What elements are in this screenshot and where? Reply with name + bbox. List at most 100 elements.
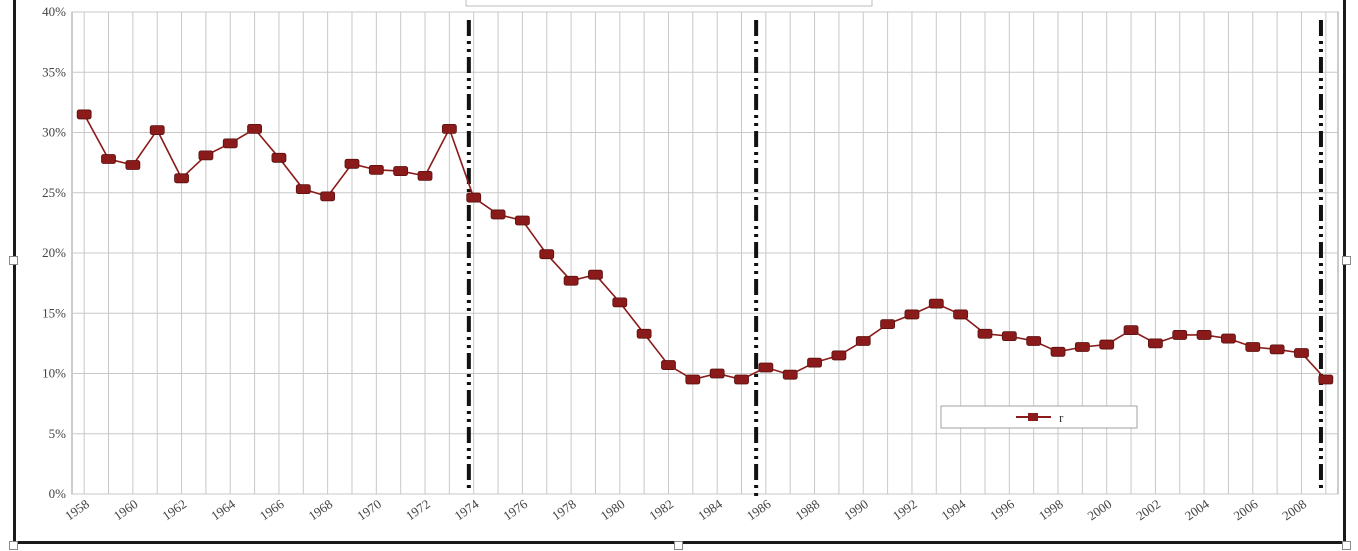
data-point [1123,325,1139,336]
data-point [588,269,603,280]
data-point [1001,331,1017,342]
y-tick-label: 5% [49,426,67,441]
data-point [539,249,555,260]
data-point [1269,344,1285,355]
title-box-remnant [465,0,873,7]
data-point [149,125,165,135]
data-point [977,328,993,339]
data-point [685,374,701,385]
x-tick-label: 1962 [159,496,189,523]
data-point [393,166,409,176]
resize-handle-bottom-left[interactable] [9,541,18,550]
chart-frame: 0% 5% 10% 15% 20% 25% 30% 35% 40% 1958 1960 1962 19… [13,0,1346,544]
data-point [880,319,895,329]
x-tick-label: 1970 [354,496,384,523]
data-point [441,123,457,134]
x-tick-label: 1996 [987,496,1017,523]
x-tick-label: 1972 [403,496,433,523]
y-tick-label: 30% [42,125,66,140]
x-tick-label: 1974 [452,496,482,523]
legend-label: r [1059,410,1064,425]
data-point [612,297,628,308]
data-point [928,298,944,309]
x-tick-labels: 1958 1960 1962 1964 1966 1968 1970 1972 1974 1976… [62,496,1309,523]
data-point [904,309,920,320]
data-point [1172,330,1188,340]
data-point [1099,339,1115,350]
data-point [1074,342,1090,352]
data-point [222,138,238,149]
x-tick-label: 2000 [1085,496,1115,523]
line-chart: 0%5%10%15%20%25%30%35%40% 1958 1960 1962 19… [42,0,1339,523]
data-point [344,158,360,169]
x-tick-label: 1960 [111,496,141,523]
data-point [1221,333,1236,344]
data-point [466,192,482,203]
x-tick-label: 1968 [305,496,335,523]
data-point [198,150,214,161]
resize-handle-left[interactable] [9,256,18,265]
data-point [271,152,287,163]
data-point [1148,338,1163,349]
resize-handle-bottom[interactable] [674,541,683,550]
x-tick-label: 1978 [549,496,579,523]
y-tick-label: 10% [42,366,66,381]
x-tick-label: 1966 [257,496,287,523]
y-tick-label: 35% [42,64,66,79]
data-point [490,209,506,220]
data-point [1026,336,1042,346]
y-tick-label: 0% [49,486,67,501]
x-tick-label: 1964 [208,496,238,523]
data-point [661,360,676,370]
legend: r [940,405,1138,429]
series-line [83,114,1327,381]
data-point [174,173,189,184]
resize-handle-bottom-right[interactable] [1342,541,1351,550]
data-point [636,328,652,339]
vertical-markers [466,20,1323,500]
x-tick-label: 2004 [1182,496,1212,523]
x-tick-label: 2008 [1279,496,1309,523]
x-tick-label: 1994 [938,496,968,523]
data-point [515,215,530,226]
x-tick-label: 1980 [598,496,628,523]
data-point [855,336,871,346]
legend-marker-swatch [1028,413,1038,421]
data-point [368,164,384,175]
x-tick-label: 1958 [62,496,92,523]
data-point [782,369,798,380]
y-tick-label: 25% [42,185,66,200]
data-point [807,357,822,368]
x-tick-label: 2006 [1231,496,1261,523]
y-tick-label: 15% [42,305,66,320]
data-point [295,184,311,195]
data-point [709,368,725,379]
data-point [1196,330,1212,340]
x-tick-label: 1988 [792,496,822,523]
data-point [417,170,433,181]
data-point [734,374,749,385]
y-tick-label: 40% [42,4,66,19]
y-tick-label: 20% [42,245,66,260]
data-point [563,275,579,286]
x-tick-label: 1990 [841,496,871,523]
x-tick-label: 1976 [500,496,530,523]
x-tick-label: 2002 [1133,496,1163,523]
data-point [953,309,969,320]
data-point [101,154,116,164]
x-tick-label: 1982 [646,496,676,523]
series-r [76,109,1334,385]
data-point [758,362,774,373]
data-point [1050,346,1066,357]
data-point [1318,374,1334,385]
data-point [1245,342,1261,352]
data-point [76,109,92,120]
data-point [1294,348,1309,358]
data-point [831,350,847,361]
data-point [125,160,141,170]
data-point [320,191,336,202]
x-tick-label: 1986 [744,496,774,523]
x-tick-label: 1984 [695,496,725,523]
resize-handle-right[interactable] [1342,256,1351,265]
x-tick-label: 1998 [1036,496,1066,523]
